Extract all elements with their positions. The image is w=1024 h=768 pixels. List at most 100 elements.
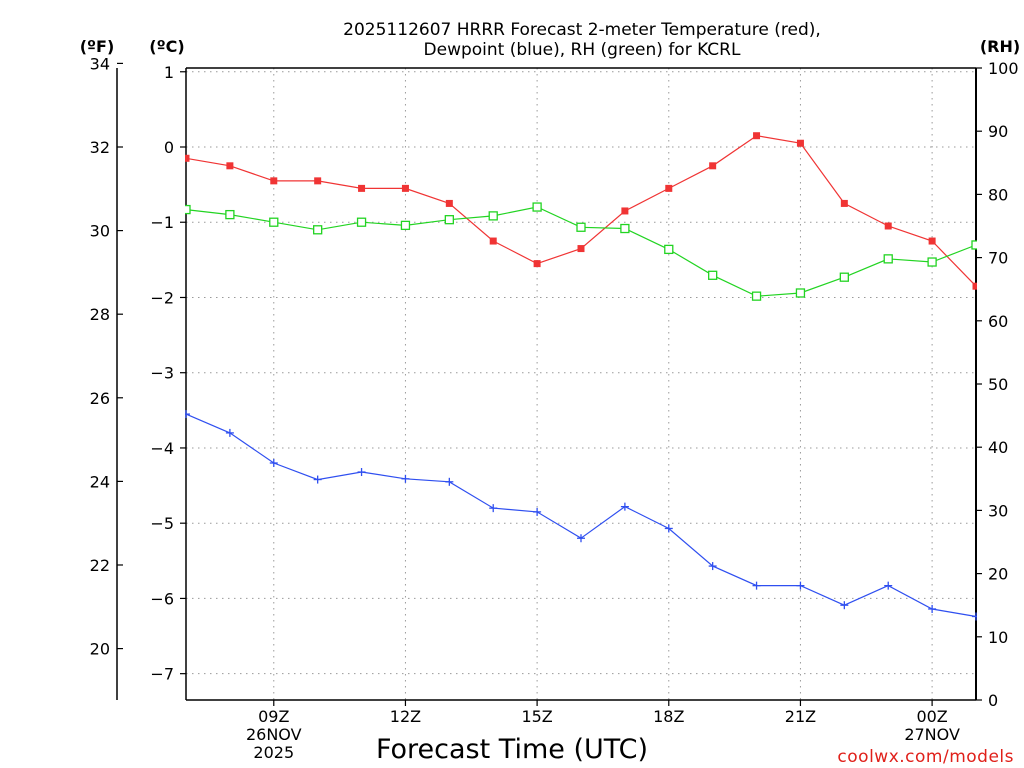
chart-title-line-1: 2025112607 HRRR Forecast 2-meter Tempera…: [343, 20, 821, 40]
fahrenheit-tick-label: 26: [90, 389, 110, 408]
dewpoint-point: [445, 477, 454, 486]
temperature-point: [226, 162, 234, 170]
rh-point: [269, 217, 279, 227]
rh-point: [532, 202, 542, 212]
rh-point: [708, 270, 718, 280]
rh-tick-label: 30: [988, 501, 1008, 520]
fahrenheit-unit-label: (ºF): [80, 37, 115, 56]
fahrenheit-tick-label: 22: [90, 556, 110, 575]
dewpoint-point: [269, 459, 278, 467]
temperature-point: [185, 154, 190, 162]
dewpoint-point: [401, 474, 410, 483]
celsius-tick-label: −1: [150, 213, 174, 232]
rh-tick-label: 40: [988, 438, 1008, 457]
rh-tick-label: 10: [988, 628, 1008, 647]
axes: [116, 62, 982, 706]
rh-point: [225, 209, 235, 220]
rh-point: [576, 222, 586, 232]
rh-point: [444, 215, 454, 225]
dewpoint-point: [313, 475, 322, 484]
temperature-point: [533, 260, 541, 268]
rh-tick-label: 0: [988, 691, 998, 710]
rh-point: [620, 223, 630, 234]
rh-unit-label: (RH): [980, 37, 1020, 56]
plot-area: [185, 132, 977, 621]
temperature-point: [577, 245, 585, 253]
celsius-tick-label: −5: [150, 514, 174, 533]
temperature-point: [314, 177, 322, 185]
rh-point: [664, 244, 674, 255]
dewpoint-line: [185, 413, 977, 618]
rh-point: [839, 272, 849, 282]
rh-tick-label: 50: [988, 375, 1008, 394]
temperature-point: [709, 162, 717, 170]
dewpoint-point: [357, 468, 366, 477]
temperature-point: [445, 199, 453, 207]
rh-point: [400, 220, 411, 231]
celsius-tick-label: 0: [164, 138, 174, 157]
rh-point: [927, 257, 937, 267]
temperature-point: [796, 139, 804, 147]
dewpoint-point: [928, 604, 937, 613]
temperature-point: [884, 222, 892, 230]
x-tick-label: 09Z 26NOV 2025: [246, 707, 302, 762]
celsius-tick-label: −2: [150, 288, 174, 307]
temperature-point: [972, 282, 977, 290]
temperature-point: [665, 184, 673, 192]
dewpoint-point: [840, 601, 849, 610]
dewpoint-point: [664, 524, 673, 533]
rh-point: [971, 240, 977, 250]
temperature-point: [753, 132, 761, 140]
fahrenheit-tick-label: 20: [90, 640, 110, 659]
dewpoint-point: [620, 502, 629, 511]
temperature-point: [621, 207, 629, 215]
celsius-unit-label: (ºC): [149, 37, 184, 56]
rh-tick-label: 20: [988, 565, 1008, 584]
dewpoint-point: [185, 410, 190, 419]
x-tick-label: 15Z: [521, 707, 552, 726]
celsius-tick-label: 1: [164, 63, 174, 82]
x-axis-title: Forecast Time (UTC): [376, 734, 648, 765]
rh-point: [795, 288, 806, 298]
x-tick-label: 00Z 27NOV: [904, 707, 960, 744]
fahrenheit-tick-label: 32: [90, 138, 110, 157]
grid: [186, 68, 976, 700]
x-tick-label: 21Z: [785, 707, 816, 726]
dewpoint-point: [796, 581, 805, 590]
temperature-point: [270, 177, 278, 185]
rh-point: [883, 254, 893, 264]
temperature-point: [489, 237, 497, 245]
temperature-point: [928, 237, 936, 245]
dewpoint-point: [577, 534, 585, 543]
rh-point: [751, 291, 762, 301]
temperature-point: [358, 184, 366, 192]
celsius-tick-label: −3: [150, 364, 174, 383]
temperature-point: [840, 199, 848, 207]
dewpoint-point: [489, 504, 498, 513]
series-layer: [185, 132, 977, 621]
rh-point: [313, 225, 323, 235]
dewpoint-point: [225, 428, 234, 437]
rh-point: [185, 204, 191, 215]
tick-labels: 10−1−2−3−4−5−6−7343230282624222010090807…: [90, 54, 1019, 762]
rh-point: [356, 217, 367, 227]
dewpoint-point: [533, 507, 542, 516]
rh-tick-label: 70: [988, 249, 1008, 268]
rh-tick-label: 90: [988, 122, 1008, 141]
celsius-tick-label: −6: [150, 589, 174, 608]
x-tick-label: 18Z: [653, 707, 684, 726]
celsius-tick-label: −7: [150, 665, 174, 684]
fahrenheit-tick-label: 34: [90, 54, 110, 73]
rh-point: [488, 211, 498, 221]
dewpoint-point: [884, 581, 893, 590]
dewpoint-point: [972, 612, 977, 621]
fahrenheit-tick-label: 28: [90, 305, 110, 324]
rh-tick-label: 80: [988, 185, 1008, 204]
rh-tick-label: 60: [988, 312, 1008, 331]
fahrenheit-tick-label: 30: [90, 222, 110, 241]
temperature-line: [185, 135, 977, 287]
temperature-point: [401, 184, 409, 192]
dewpoint-point: [752, 581, 761, 590]
dewpoint-point: [708, 562, 717, 571]
